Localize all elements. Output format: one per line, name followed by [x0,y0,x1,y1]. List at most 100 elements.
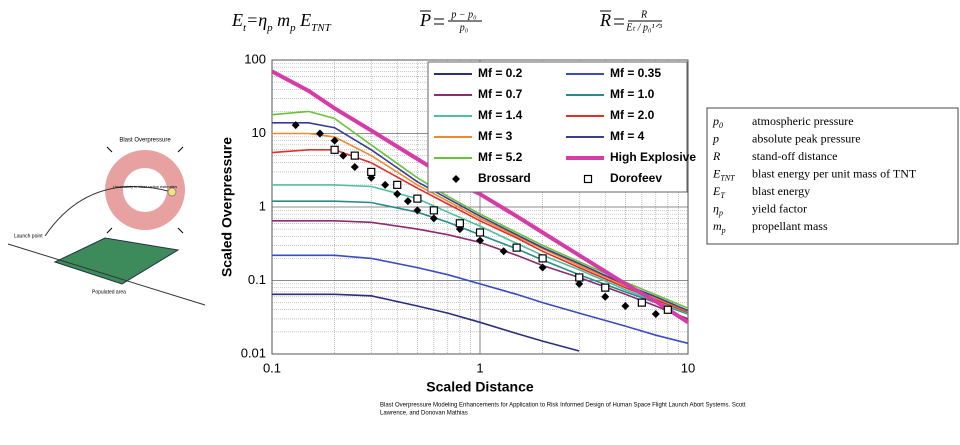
definition: blast energy per unit mass of TNT [752,166,917,180]
ring-tick [106,146,113,153]
square-point [637,298,646,307]
symbol-sub: p [721,226,726,235]
diamond-point [315,129,324,138]
symbol-base: η [713,201,719,215]
y-tick-label: 1 [259,198,266,213]
square-point [663,305,672,314]
diamond-point [601,292,610,301]
denominator: p₀ [459,22,469,33]
legend-box [427,61,688,193]
legend-label: Mf = 2.0 [610,108,655,122]
populated-area [53,237,180,285]
equation-part: m [273,10,291,30]
legend-label: Mf = 5.2 [478,150,523,164]
legend-label: Mf = 0.35 [610,66,661,80]
diamond-point [538,263,547,272]
y-tick-label: 100 [244,51,266,66]
legend-label: High Explosive [610,150,696,164]
ring-hole [123,168,167,212]
definition: yield factor [752,201,807,215]
numerator: p − p₀ [450,9,477,20]
square-point [393,180,402,189]
diamond-point [429,214,438,223]
equation-part: E [296,10,312,30]
symbol: ET [712,184,725,201]
numerator: R [640,9,647,20]
symbol: p0 [712,114,723,131]
diamond-point [339,151,348,160]
y-tick-label: 0.1 [248,272,266,287]
symbol: R [712,149,721,163]
trajectory [44,186,173,237]
legend-label: Mf = 1.0 [610,87,655,101]
x-axis-label: Scaled Distance [426,379,534,395]
caption-line: Blast Overpressure Modeling Enhancements… [380,403,746,409]
square-point [429,206,438,215]
legend-label: Mf = 4 [610,129,645,143]
x-tick-label: 0.1 [263,360,281,375]
diamond-point [476,236,484,245]
symbol-base: m [713,219,722,233]
series-line [271,69,690,324]
ring-label: Blast Overpressure [119,138,171,144]
equation-part: p [289,22,296,34]
launch-label: Launch point [14,233,43,239]
y-tick-label: 0.01 [241,345,266,360]
square-point [455,219,464,228]
definition: stand-off distance [752,149,837,163]
series-line [272,184,689,314]
y-axis-label: Scaled Overpressure [219,137,235,277]
square-point [601,283,610,292]
square-point [350,151,359,160]
symbol-base: p [712,131,719,145]
denominator: Eₜ / p₀¹ᐟ³ [625,22,663,33]
symbol-base: E [712,184,721,198]
diamond-point [403,197,412,206]
legend-label: Dorofeev [610,171,662,185]
diamond-point [291,121,300,130]
equation-lhs: P [419,10,431,30]
x-tick-label: 1 [476,360,483,375]
legend-label: Mf = 0.2 [478,66,523,80]
x-tick-label: 10 [681,360,695,375]
diamond-point [393,190,402,199]
square-point [330,145,339,154]
legend-label: Mf = 1.4 [478,108,523,122]
symbol: ηp [713,201,723,218]
equation-lhs: R [599,10,611,30]
equation: Et=ηp mp ETNT [231,10,332,33]
equation-part: E [231,10,243,30]
symbol-base: p [712,114,719,128]
series-line [272,293,580,352]
symbol: mp [713,219,726,236]
symbol-base: E [712,166,721,180]
equation-part: =η [246,10,267,30]
caption-line: Lawrence, and Donovan Mathias [380,411,468,417]
square-point [367,167,376,177]
diamond-point [330,136,339,145]
symbol-base: R [712,149,721,163]
square-point [583,174,593,184]
equation-part: TNT [311,22,331,34]
square-point [512,243,521,252]
y-tick-label: 10 [252,125,266,140]
symbol: ETNT [712,166,735,183]
diamond-point [381,180,390,189]
definition: propellant mass [752,219,828,233]
symbol-sub: 0 [719,121,723,130]
area-label: Populated area [92,289,126,295]
square-point [413,194,422,203]
symbol-sub: TNT [720,174,735,183]
diamond-point [413,206,422,215]
diamond-point [575,279,584,288]
ground-line [7,243,206,306]
inner-label: Uncertainty in blast radius estimates [113,184,177,189]
diamond-point [499,247,508,256]
diamond-point [651,310,660,319]
ring-tick [177,146,184,153]
